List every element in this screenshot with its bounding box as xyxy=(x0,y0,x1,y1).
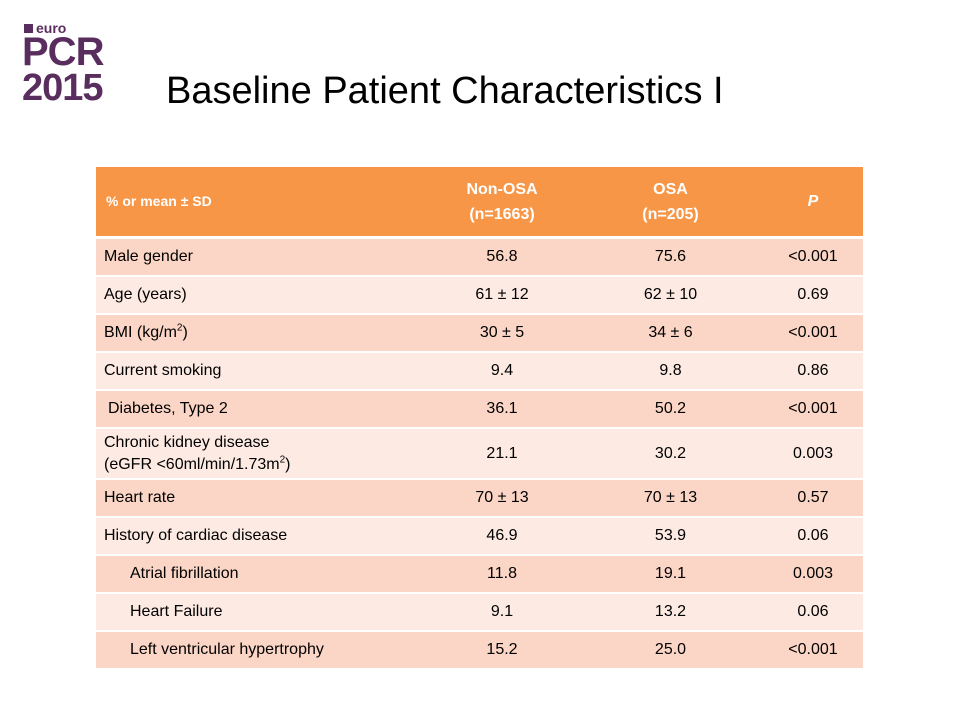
cell-osa: 13.2 xyxy=(578,593,763,632)
cell-non-osa: 56.8 xyxy=(426,237,578,277)
logo-square-icon xyxy=(24,23,33,33)
row-label-text: BMI (kg/m xyxy=(104,324,177,341)
cell-osa: 70 ± 13 xyxy=(578,479,763,518)
header-osa: OSA (n=205) xyxy=(578,167,763,239)
cell-non-osa: 21.1 xyxy=(426,428,578,480)
cell-non-osa: 9.4 xyxy=(426,352,578,391)
cell-osa: 34 ± 6 xyxy=(578,314,763,353)
logo-euro-row: euro xyxy=(24,20,66,36)
logo-year-text: 2015 xyxy=(22,67,104,109)
row-label: Heart Failure xyxy=(96,593,426,632)
characteristics-table: % or mean ± SD Non-OSA (n=1663) OSA (n=2… xyxy=(96,167,863,670)
cell-p: <0.001 xyxy=(763,237,863,277)
cell-p: 0.06 xyxy=(763,517,863,556)
logo-euro-text: euro xyxy=(36,20,67,36)
row-label: Age (years) xyxy=(96,276,426,315)
row-label-line2-superscript: 2 xyxy=(279,454,286,466)
header-osa-line1: OSA xyxy=(653,180,688,198)
cell-osa: 53.9 xyxy=(578,517,763,556)
table-row: Age (years) 61 ± 12 62 ± 10 0.69 xyxy=(96,276,863,315)
cell-non-osa: 61 ± 12 xyxy=(426,276,578,315)
cell-p: <0.001 xyxy=(763,390,863,429)
row-label: Atrial fibrillation xyxy=(96,555,426,594)
slide-title: Baseline Patient Characteristics I xyxy=(166,70,724,112)
header-non-osa: Non-OSA (n=1663) xyxy=(426,167,578,239)
cell-non-osa: 9.1 xyxy=(426,593,578,632)
cell-osa: 19.1 xyxy=(578,555,763,594)
row-label: Left ventricular hypertrophy xyxy=(96,631,426,670)
cell-p: 0.69 xyxy=(763,276,863,315)
cell-p: 0.003 xyxy=(763,428,863,480)
row-label-line1: Chronic kidney disease xyxy=(104,433,270,451)
header-measure: % or mean ± SD xyxy=(96,167,426,239)
table-row: Atrial fibrillation 11.8 19.1 0.003 xyxy=(96,555,863,594)
cell-non-osa: 15.2 xyxy=(426,631,578,670)
cell-osa: 62 ± 10 xyxy=(578,276,763,315)
header-p-label: P xyxy=(807,193,819,210)
row-label: Chronic kidney disease (eGFR <60ml/min/1… xyxy=(96,428,426,480)
cell-p: 0.57 xyxy=(763,479,863,518)
cell-osa: 75.6 xyxy=(578,237,763,277)
cell-osa: 25.0 xyxy=(578,631,763,670)
header-non-osa-line1: Non-OSA xyxy=(466,180,538,198)
cell-osa: 50.2 xyxy=(578,390,763,429)
cell-p: <0.001 xyxy=(763,631,863,670)
row-label-line2-close: ) xyxy=(285,455,291,473)
table-row: Diabetes, Type 2 36.1 50.2 <0.001 xyxy=(96,390,863,429)
table-row: History of cardiac disease 46.9 53.9 0.0… xyxy=(96,517,863,556)
europcr-logo: euro PCR 2015 xyxy=(22,20,122,120)
table-row: Left ventricular hypertrophy 15.2 25.0 <… xyxy=(96,631,863,670)
table-row: Chronic kidney disease (eGFR <60ml/min/1… xyxy=(96,428,863,480)
table-row: BMI (kg/m2) 30 ± 5 34 ± 6 <0.001 xyxy=(96,314,863,353)
cell-non-osa: 46.9 xyxy=(426,517,578,556)
logo-pcr-text: PCR xyxy=(22,30,104,74)
row-label-line2-text: (eGFR <60ml/min/1.73m xyxy=(104,455,280,473)
row-label: History of cardiac disease xyxy=(96,517,426,556)
table-row: Current smoking 9.4 9.8 0.86 xyxy=(96,352,863,391)
cell-p: 0.06 xyxy=(763,593,863,632)
header-osa-line2: (n=205) xyxy=(642,205,699,223)
table-row: Heart rate 70 ± 13 70 ± 13 0.57 xyxy=(96,479,863,518)
cell-p: <0.001 xyxy=(763,314,863,353)
cell-non-osa: 70 ± 13 xyxy=(426,479,578,518)
row-label: Diabetes, Type 2 xyxy=(96,390,426,429)
cell-p: 0.86 xyxy=(763,352,863,391)
table-row: Male gender 56.8 75.6 <0.001 xyxy=(96,237,863,277)
cell-p: 0.003 xyxy=(763,555,863,594)
row-label: Current smoking xyxy=(96,352,426,391)
row-label: Male gender xyxy=(96,237,426,277)
row-label-line2: (eGFR <60ml/min/1.73m2) xyxy=(104,454,426,476)
cell-osa: 9.8 xyxy=(578,352,763,391)
table-row: Heart Failure 9.1 13.2 0.06 xyxy=(96,593,863,632)
row-label-close: ) xyxy=(182,324,188,341)
cell-non-osa: 30 ± 5 xyxy=(426,314,578,353)
row-label: BMI (kg/m2) xyxy=(96,314,426,353)
row-label: Heart rate xyxy=(96,479,426,518)
header-non-osa-line2: (n=1663) xyxy=(469,205,535,223)
table-header-row: % or mean ± SD Non-OSA (n=1663) OSA (n=2… xyxy=(96,167,863,239)
cell-osa: 30.2 xyxy=(578,428,763,480)
cell-non-osa: 36.1 xyxy=(426,390,578,429)
cell-non-osa: 11.8 xyxy=(426,555,578,594)
header-p-value: P xyxy=(763,167,863,239)
row-label-superscript: 2 xyxy=(176,322,183,334)
